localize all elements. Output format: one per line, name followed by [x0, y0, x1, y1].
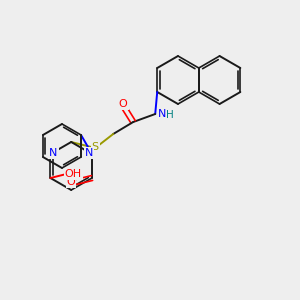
Text: OH: OH [65, 169, 82, 179]
Text: H: H [166, 110, 174, 120]
Text: N: N [158, 109, 166, 119]
Text: O: O [119, 99, 128, 109]
Text: N: N [49, 148, 58, 158]
Text: N: N [85, 148, 93, 158]
Text: O: O [67, 177, 75, 187]
Text: S: S [92, 142, 99, 152]
